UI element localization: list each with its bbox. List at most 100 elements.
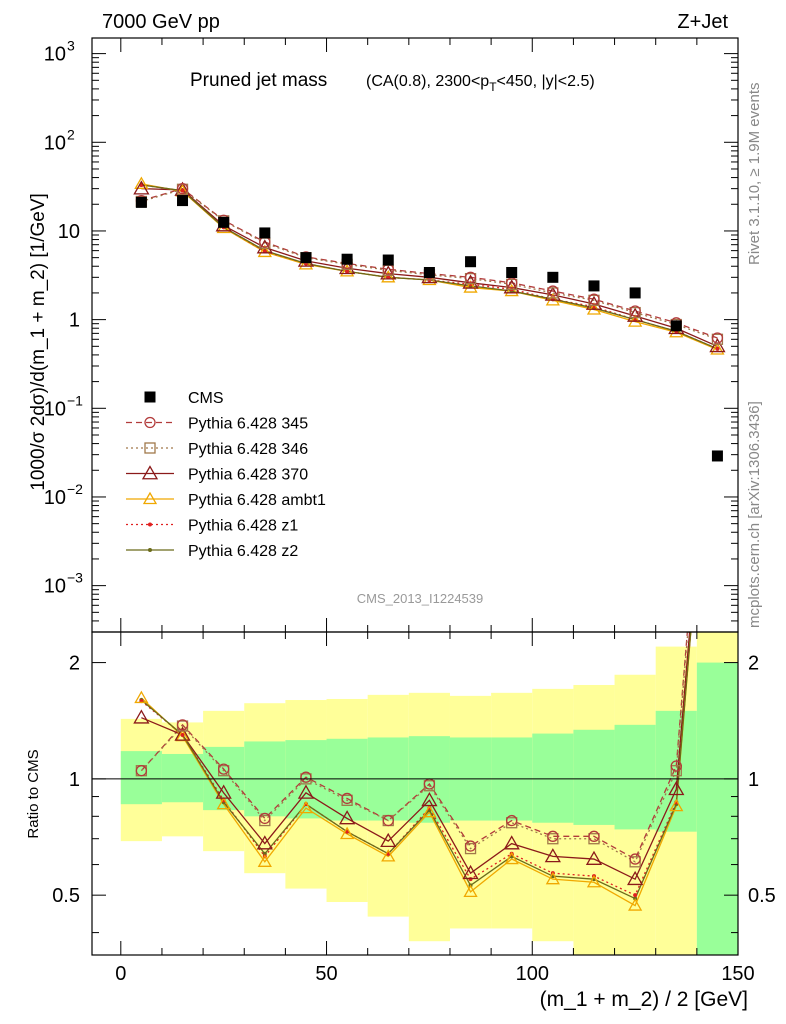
- inner-band-bin: [532, 733, 574, 823]
- ratio-point: [629, 856, 641, 868]
- data-point: [423, 266, 435, 278]
- data-point: [256, 239, 273, 254]
- ratio-point: [544, 848, 561, 863]
- legend-label: Pythia 6.428 370: [188, 467, 308, 484]
- data-point: [506, 266, 518, 278]
- ratio-y-tick-label-right: 0.5: [748, 885, 776, 907]
- legend-marker: [148, 548, 152, 552]
- x-tick-label: 150: [721, 963, 754, 985]
- ratio-point: [382, 814, 394, 827]
- ratio-series-lines: [133, 632, 692, 911]
- ratio-point: [669, 798, 684, 812]
- data-point: [715, 346, 720, 351]
- y-tick-label: 10: [44, 132, 66, 154]
- ratio-point: [588, 830, 600, 842]
- ratio-point: [380, 832, 397, 848]
- data-point: [547, 285, 559, 297]
- ratio-point: [339, 826, 355, 840]
- data-point: [339, 264, 355, 277]
- analysis-id: CMS_2013_I1224539: [357, 591, 484, 606]
- ratio-point: [468, 877, 473, 882]
- ratio-point: [670, 765, 682, 777]
- y-tick-label: 10: [44, 398, 66, 420]
- y-tick-label: 10: [44, 576, 66, 598]
- data-point: [710, 342, 725, 355]
- series-line: [141, 184, 718, 350]
- data-point: [465, 256, 477, 268]
- data-point: [669, 324, 684, 338]
- mcplots-label: mcplots.cern.ch [arXiv:1306.3436]: [746, 401, 763, 628]
- ratio-point: [135, 765, 148, 777]
- ratio-point: [422, 804, 437, 818]
- ratio-point: [503, 835, 520, 850]
- data-point: [670, 320, 682, 332]
- series-line: [141, 188, 718, 340]
- y-tick-exponent: 2: [67, 126, 75, 142]
- ratio-y-tick-label-right: 1: [748, 769, 759, 791]
- ratio-line: [140, 632, 689, 860]
- y-tick-exponent: 3: [67, 38, 75, 54]
- data-point: [629, 287, 641, 299]
- ratio-point: [338, 810, 356, 825]
- ratio-point: [545, 871, 560, 885]
- y-tick-exponent: −2: [67, 481, 83, 497]
- title-detail-subscript: T: [489, 80, 497, 94]
- data-point: [711, 450, 723, 462]
- legend-label: Pythia 6.428 345: [188, 416, 308, 433]
- ratio-frame: [91, 631, 739, 956]
- legend-label: Pythia 6.428 ambt1: [188, 492, 326, 509]
- data-point: [259, 227, 271, 239]
- ratio-point: [586, 874, 602, 888]
- ratio-y-tick-label: 1: [69, 769, 80, 791]
- ratio-point: [297, 784, 315, 799]
- data-point: [177, 195, 189, 207]
- legend-marker: [142, 491, 158, 505]
- data-point: [462, 274, 479, 289]
- ratio-point: [464, 840, 477, 852]
- data-point: [257, 244, 272, 258]
- legend-marker: [144, 391, 156, 403]
- data-point: [588, 293, 600, 305]
- legend: CMS Pythia 6.428 345 Pythia 6.428 346 Pythi…: [126, 390, 326, 560]
- ratio-line: [141, 632, 691, 881]
- y-tick-label: 1: [69, 310, 80, 332]
- legend-marker: [141, 465, 159, 480]
- data-point: [180, 188, 185, 193]
- ratio-y-tick-label: 0.5: [52, 885, 80, 907]
- inner-band-bin: [120, 751, 162, 805]
- legend-marker: [144, 442, 156, 454]
- x-tick-label: 0: [115, 963, 126, 985]
- main-series-lines: [133, 176, 726, 462]
- data-point: [504, 283, 519, 297]
- title-detail-text: (CA(0.8), 2300<p: [366, 73, 489, 90]
- data-point: [300, 252, 312, 264]
- ratio-point: [134, 690, 149, 704]
- data-point: [463, 280, 478, 293]
- ratio-point: [628, 898, 643, 911]
- inner-band-bin: [326, 738, 368, 821]
- ratio-point: [629, 853, 641, 865]
- y-tick-exponent: −3: [67, 570, 83, 586]
- ratio-point: [585, 850, 603, 865]
- ratio-point: [670, 760, 682, 772]
- ratio-point: [627, 870, 644, 886]
- x-tick-label: 100: [516, 963, 549, 985]
- legend-marker: [148, 522, 152, 527]
- data-point: [133, 180, 150, 195]
- legend-marker: [144, 416, 156, 429]
- data-point: [547, 271, 559, 283]
- ratio-point: [341, 792, 353, 805]
- y-tick-label: 10: [44, 44, 66, 66]
- data-point: [711, 332, 724, 344]
- x-tick-label: 50: [315, 963, 337, 985]
- legend-label: CMS: [188, 390, 224, 407]
- ratio-y-axis-label: Ratio to CMS: [25, 749, 42, 838]
- y-tick-label: 10: [44, 487, 66, 509]
- ratio-point: [257, 854, 272, 867]
- ratio-y-tick-label: 2: [69, 653, 80, 675]
- ratio-point: [668, 780, 685, 796]
- ratio-point: [462, 864, 479, 880]
- legend-label: Pythia 6.428 346: [188, 441, 308, 458]
- ratio-y-tick-label-right: 2: [748, 653, 759, 675]
- inner-band-bin: [614, 724, 656, 830]
